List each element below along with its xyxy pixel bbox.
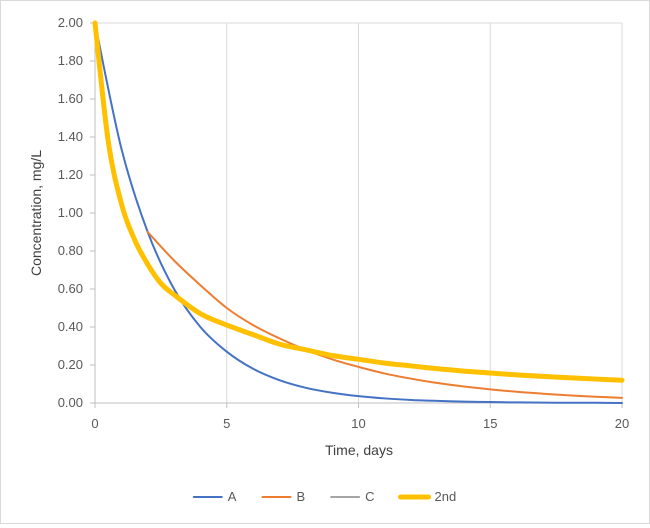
y-tick-label: 2.00 — [58, 15, 83, 30]
series-line-2nd — [92, 20, 625, 383]
x-tick-label: 0 — [91, 416, 98, 431]
series-lines — [92, 20, 625, 404]
legend-item-2nd: 2nd — [398, 489, 457, 504]
y-tick-label: 1.00 — [58, 205, 83, 220]
legend-label: C — [365, 489, 374, 504]
series-line-a — [94, 22, 623, 404]
y-axis-title: Concentration, mg/L — [28, 150, 44, 276]
y-tick-label: 0.80 — [58, 243, 83, 258]
y-tick-label: 1.60 — [58, 91, 83, 106]
x-tick-label: 10 — [351, 416, 365, 431]
legend-label: 2nd — [435, 489, 457, 504]
legend-item-c: C — [330, 489, 375, 504]
x-axis-title: Time, days — [325, 442, 393, 458]
x-tick-label: 20 — [615, 416, 629, 431]
legend-item-a: A — [192, 489, 237, 504]
x-tick-label: 5 — [223, 416, 230, 431]
tick-labels: 0.00 0.20 0.40 0.60 0.80 1.00 1.20 1.40 1.60 1.80… — [58, 15, 630, 431]
legend-item-b: B — [261, 489, 305, 504]
y-tick-label: 0.60 — [58, 281, 83, 296]
y-tick-label: 1.40 — [58, 129, 83, 144]
legend: A B C 2nd — [192, 489, 457, 504]
axes — [90, 22, 623, 408]
legend-label: A — [228, 489, 237, 504]
y-tick-label: 1.80 — [58, 53, 83, 68]
gridlines — [95, 22, 623, 403]
x-tick-label: 15 — [483, 416, 497, 431]
y-tick-label: 0.20 — [58, 357, 83, 372]
series-line-b — [146, 231, 623, 399]
legend-label: B — [296, 489, 305, 504]
y-tick-label: 0.00 — [58, 395, 83, 410]
y-tick-label: 0.40 — [58, 319, 83, 334]
y-tick-label: 1.20 — [58, 167, 83, 182]
